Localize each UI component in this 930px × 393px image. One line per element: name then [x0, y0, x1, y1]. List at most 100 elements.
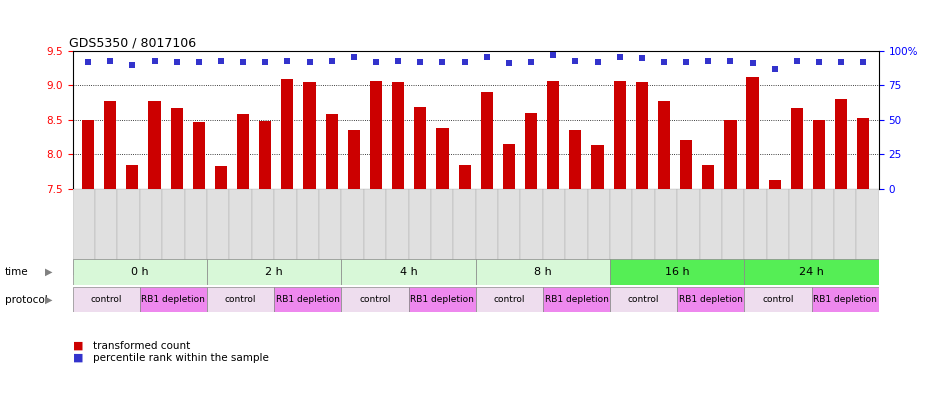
- Bar: [73, 259, 206, 285]
- Bar: [140, 189, 162, 275]
- Point: [413, 59, 428, 65]
- Text: ▶: ▶: [45, 295, 52, 305]
- Text: ▶: ▶: [45, 267, 52, 277]
- Bar: [790, 189, 812, 275]
- Bar: [699, 189, 722, 275]
- Bar: [744, 287, 812, 312]
- Text: RB1 depletion: RB1 depletion: [545, 295, 608, 304]
- Text: RB1 depletion: RB1 depletion: [276, 295, 339, 304]
- Bar: [140, 287, 206, 312]
- Bar: [722, 189, 744, 275]
- Bar: [436, 128, 448, 189]
- Point: [479, 53, 494, 60]
- Point: [192, 59, 206, 65]
- Text: control: control: [494, 295, 525, 304]
- Point: [147, 57, 162, 64]
- Bar: [834, 189, 857, 275]
- Point: [391, 57, 405, 64]
- Bar: [475, 259, 610, 285]
- Bar: [303, 82, 315, 189]
- Bar: [614, 81, 626, 189]
- Bar: [162, 189, 184, 275]
- Point: [679, 59, 694, 65]
- Point: [634, 55, 649, 61]
- Bar: [680, 141, 692, 189]
- Bar: [408, 287, 475, 312]
- Bar: [498, 189, 521, 275]
- Text: control: control: [628, 295, 659, 304]
- Text: RB1 depletion: RB1 depletion: [410, 295, 474, 304]
- Bar: [414, 107, 427, 189]
- Text: control: control: [359, 295, 391, 304]
- Bar: [744, 189, 767, 275]
- Bar: [431, 189, 453, 275]
- Bar: [73, 189, 95, 275]
- Bar: [104, 101, 116, 189]
- Point: [856, 59, 870, 65]
- Bar: [341, 259, 475, 285]
- Bar: [82, 120, 94, 189]
- Bar: [341, 189, 364, 275]
- Point: [501, 60, 516, 66]
- Text: 8 h: 8 h: [534, 267, 551, 277]
- Bar: [117, 189, 140, 275]
- Text: control: control: [763, 295, 794, 304]
- Bar: [655, 189, 677, 275]
- Bar: [812, 287, 879, 312]
- Point: [102, 57, 117, 64]
- Text: protocol: protocol: [5, 295, 47, 305]
- Point: [258, 59, 272, 65]
- Point: [546, 52, 561, 58]
- Bar: [835, 99, 847, 189]
- Bar: [588, 189, 610, 275]
- Bar: [632, 189, 655, 275]
- Text: 16 h: 16 h: [665, 267, 689, 277]
- Bar: [215, 166, 227, 189]
- Bar: [744, 259, 879, 285]
- Point: [368, 59, 383, 65]
- Point: [169, 59, 184, 65]
- Point: [568, 57, 583, 64]
- Text: 2 h: 2 h: [265, 267, 283, 277]
- Point: [612, 53, 627, 60]
- Bar: [206, 189, 230, 275]
- Bar: [503, 144, 515, 189]
- Bar: [747, 77, 759, 189]
- Bar: [281, 79, 294, 189]
- Bar: [341, 287, 408, 312]
- Bar: [658, 101, 671, 189]
- Bar: [677, 189, 699, 275]
- Bar: [184, 189, 206, 275]
- Text: RB1 depletion: RB1 depletion: [679, 295, 743, 304]
- Point: [458, 59, 472, 65]
- Bar: [170, 108, 182, 189]
- Bar: [274, 189, 297, 275]
- Bar: [326, 114, 338, 189]
- Bar: [769, 180, 781, 189]
- Text: percentile rank within the sample: percentile rank within the sample: [93, 353, 269, 363]
- Text: GDS5350 / 8017106: GDS5350 / 8017106: [69, 37, 195, 50]
- Text: ■: ■: [73, 341, 83, 351]
- Bar: [569, 130, 581, 189]
- Text: RB1 depletion: RB1 depletion: [141, 295, 206, 304]
- Bar: [610, 189, 632, 275]
- Bar: [525, 113, 538, 189]
- Bar: [206, 287, 274, 312]
- Bar: [453, 189, 475, 275]
- Point: [834, 59, 849, 65]
- Bar: [149, 101, 161, 189]
- Point: [125, 62, 140, 68]
- Bar: [724, 120, 737, 189]
- Point: [235, 59, 250, 65]
- Point: [435, 59, 450, 65]
- Bar: [73, 287, 140, 312]
- Point: [657, 59, 671, 65]
- Point: [723, 57, 737, 64]
- Bar: [543, 287, 610, 312]
- Bar: [237, 114, 249, 189]
- Bar: [610, 287, 677, 312]
- Point: [767, 66, 782, 72]
- Text: time: time: [5, 267, 28, 277]
- Bar: [458, 165, 471, 189]
- Bar: [543, 189, 565, 275]
